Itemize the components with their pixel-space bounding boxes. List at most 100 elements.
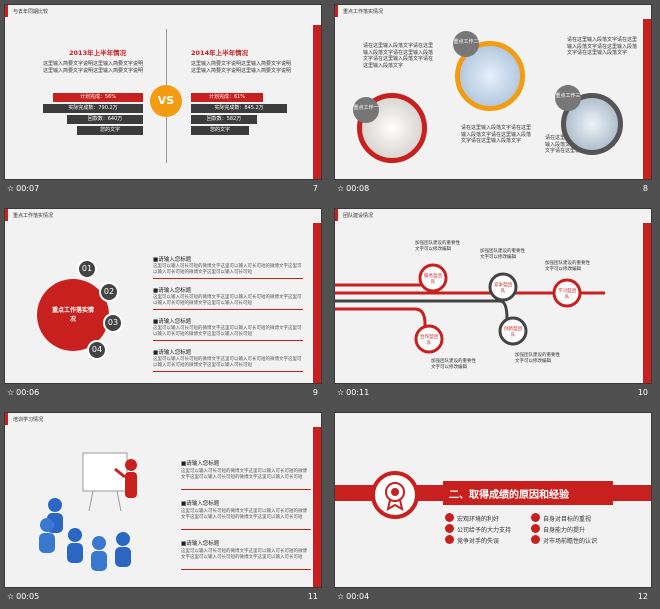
star-icon[interactable]: ☆: [337, 388, 345, 397]
slide-12-canvas: 二、取得成绩的原因和经验 宏观环境的利好 公司给予的大力支持 竞争对手的失误 自身对目…: [334, 412, 652, 588]
item-text-2: 这里可以输入可长可短的微博文字这里可以输入可长可短的微博文字这里可以输入可长可短…: [153, 295, 302, 306]
slide-footer: ☆ 00:11 10: [334, 385, 652, 402]
left-bar-0: 计划完成：56%: [53, 93, 143, 102]
slide-footer: ☆ 00:08 8: [334, 181, 652, 198]
item-divider-3: [153, 340, 303, 341]
node-desc-5: 加强团队建设的重要性文字可以修改编辑: [515, 353, 560, 364]
bullet-icon: [531, 513, 540, 522]
star-icon[interactable]: ☆: [7, 184, 15, 193]
bullet-icon: [445, 513, 454, 522]
bullet-right-3: 对市场前瞻性的认识: [543, 538, 598, 545]
right-bar-0: 计划完成：61%: [191, 93, 263, 102]
star-icon[interactable]: ☆: [337, 592, 345, 601]
slide-number: 8: [642, 184, 648, 193]
item-text-3: 这里可以输入可长可短的微博文字这里可以输入可长可短的微博文字这里可以输入可长可短…: [153, 326, 302, 337]
slide-title: 培训学习情况: [13, 417, 44, 423]
left-heading: 2013年上半年情况: [69, 49, 127, 57]
item-heading-3: ■请输入您标题: [181, 541, 220, 547]
slide-8-canvas: 重点工作落实情况 请在这里输入段落文字请在这里输入段落文字请在这里输入段落文字请…: [334, 4, 652, 180]
slide-thumb-12[interactable]: 二、取得成绩的原因和经验 宏观环境的利好 公司给予的大力支持 竞争对手的失误 自身对目…: [330, 408, 653, 608]
slide-title: 与去年同期比较: [13, 9, 49, 15]
left-bar-2: 回款数：640万: [67, 115, 143, 124]
slide-thumb-10[interactable]: 团队建设情况 服务型团队 加强团队建设的重要性文字可以修改编辑 竞争型团队 加强团队建…: [330, 204, 653, 404]
photo-circle-touch: [455, 41, 525, 111]
node-label-3: 学习型团队: [558, 289, 576, 300]
item-heading-2: ■请输入您标题: [181, 501, 220, 507]
item-divider-1: [153, 278, 303, 279]
team-flow-diagram: [335, 263, 605, 354]
number-badge-3: 03: [103, 313, 123, 333]
text-block-3: 请在这里输入段落文字请在这里输入段落文字请在这里输入段落文字请在这里输入段落文字: [461, 125, 532, 144]
slide-number: 9: [312, 388, 318, 397]
item-heading-1: ■请输入您标题: [153, 257, 192, 263]
right-bar-3: 您的文字: [191, 126, 249, 135]
item-text-4: 这里可以输入可长可短的微博文字这里可以输入可长可短的微博文字这里可以输入可长可短…: [153, 357, 302, 368]
bullet-right-1: 自身对目标的重视: [543, 516, 592, 523]
section-heading: 二、取得成绩的原因和经验: [443, 481, 613, 505]
left-bar-3: 您的文字: [77, 126, 143, 135]
award-icon: [371, 471, 419, 519]
slide-title: 重点工作落实情况: [13, 213, 54, 219]
number-badge-1: 01: [77, 259, 97, 279]
node-label-1: 服务型团队: [424, 274, 442, 285]
bullet-left-1: 宏观环境的利好: [457, 516, 500, 523]
star-icon[interactable]: ☆: [7, 388, 15, 397]
slide-7-canvas: 与去年同期比较 2013年上半年情况 2014年上半年情况 这里输入简要文字说明…: [4, 4, 322, 180]
bullet-icon: [531, 535, 540, 544]
slide-timing: 00:08: [346, 184, 370, 193]
star-icon[interactable]: ☆: [7, 592, 15, 601]
slide-number: 11: [307, 592, 318, 601]
number-badge-4: 04: [87, 340, 107, 360]
slide-timing: 00:07: [16, 184, 40, 193]
bullet-icon: [531, 524, 540, 533]
star-icon[interactable]: ☆: [337, 184, 345, 193]
node-desc-3: 加强团队建设的重要性文字可以修改编辑: [545, 261, 590, 272]
bullet-icon: [445, 524, 454, 533]
node-desc-2: 加强团队建设的重要性文字可以修改编辑: [480, 249, 525, 260]
badge-work-2: 重点工作二: [453, 31, 479, 57]
item-heading-4: ■请输入您标题: [153, 350, 192, 356]
side-accent: [313, 427, 321, 587]
slide-timing: 00:11: [346, 388, 370, 397]
slide-footer: ☆ 00:06 9: [4, 385, 322, 402]
item-divider-3: [181, 569, 311, 570]
node-label-4: 合作型团队: [420, 335, 438, 346]
slide-number: 10: [637, 388, 648, 397]
node-desc-4: 加强团队建设的重要性文字可以修改编辑: [431, 359, 476, 370]
slide-9-canvas: 重点工作落实情况 重点工作落实情况 01 02 03 04 ■请输入您标题 这里可以输入…: [4, 208, 322, 384]
side-accent: [643, 19, 651, 179]
bullet-left-3: 竞争对手的失误: [457, 538, 500, 545]
item-heading-3: ■请输入您标题: [153, 319, 192, 325]
item-divider-2: [153, 309, 303, 310]
item-text-2: 这里可以输入可长可短的微博文字这里可以输入可长可短的微博文字这里可以输入可长可短…: [181, 509, 307, 520]
side-accent: [313, 25, 321, 179]
item-divider-4: [153, 371, 303, 372]
bullet-icon: [445, 535, 454, 544]
slide-10-canvas: 团队建设情况 服务型团队 加强团队建设的重要性文字可以修改编辑 竞争型团队 加强团队建…: [334, 208, 652, 384]
node-label-5: 创新型团队: [504, 327, 522, 338]
badge-work-1: 重点工作一: [353, 97, 379, 123]
text-block-2: 请在这里输入段落文字请在这里输入段落文字请在这里输入段落文字请在这里输入段落文字: [567, 37, 638, 56]
title-marker: [5, 5, 8, 17]
vs-badge: VS: [150, 85, 182, 117]
item-divider-2: [181, 529, 311, 530]
number-badge-2: 02: [99, 282, 119, 302]
slide-timing: 00:05: [16, 592, 40, 601]
item-text-1: 这里可以输入可长可短的微博文字这里可以输入可长可短的微博文字这里可以输入可长可短…: [181, 469, 307, 480]
slide-thumb-7[interactable]: 与去年同期比较 2013年上半年情况 2014年上半年情况 这里输入简要文字说明…: [0, 0, 323, 200]
slide-footer: ☆ 00:04 12: [334, 589, 652, 606]
node-desc-1: 加强团队建设的重要性文字可以修改编辑: [415, 241, 460, 252]
item-divider-1: [181, 489, 311, 490]
node-label-2: 竞争型团队: [494, 283, 512, 294]
right-text: 这里输入简要文字说明这里输入简要文字说明这里输入简要文字说明这里输入简要文字说明: [191, 61, 292, 74]
slide-footer: ☆ 00:05 11: [4, 589, 322, 606]
item-text-3: 这里可以输入可长可短的微博文字这里可以输入可长可短的微博文字这里可以输入可长可短…: [181, 549, 307, 560]
slide-thumb-9[interactable]: 重点工作落实情况 重点工作落实情况 01 02 03 04 ■请输入您标题 这里可以输入…: [0, 204, 323, 404]
slide-thumb-8[interactable]: 重点工作落实情况 请在这里输入段落文字请在这里输入段落文字请在这里输入段落文字请…: [330, 0, 653, 200]
slide-title: 重点工作落实情况: [343, 9, 384, 15]
left-bar-1: 实际完成数：790.2万: [43, 104, 143, 113]
side-accent: [643, 223, 651, 383]
slide-title: 团队建设情况: [343, 213, 374, 219]
slide-thumb-11[interactable]: 培训学习情况 ■请输入您标题这里可以输入可长可短的微博文字这里可以输入可长可短的…: [0, 408, 323, 608]
left-text: 这里输入简要文字说明这里输入简要文字说明这里输入简要文字说明这里输入简要文字说明: [43, 61, 144, 74]
